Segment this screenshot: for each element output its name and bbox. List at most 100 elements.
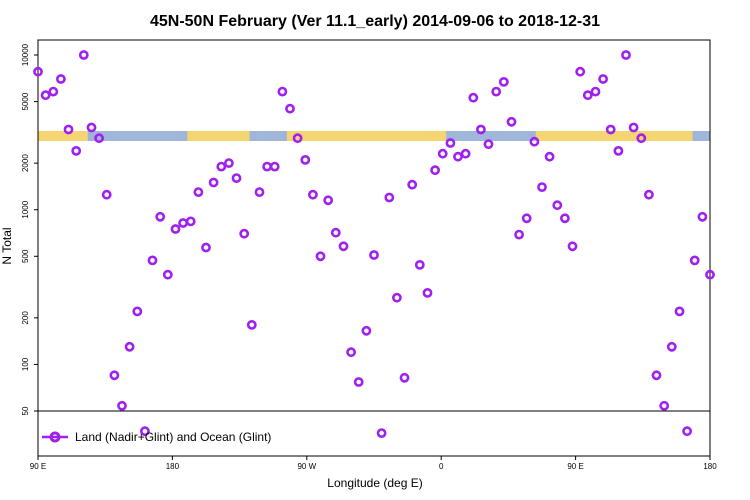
chart-title: 45N-50N February (Ver 11.1_early) 2014-0… bbox=[150, 13, 600, 30]
x-axis: 90 E 180 90 W 0 90 E 180 bbox=[30, 456, 717, 471]
data-point bbox=[78, 50, 89, 60]
data-point bbox=[254, 187, 265, 197]
data-point bbox=[353, 377, 364, 387]
data-point bbox=[277, 86, 288, 97]
data-point bbox=[544, 151, 555, 162]
x-tick-label: 90 E bbox=[30, 462, 46, 471]
data-point bbox=[689, 255, 700, 266]
data-point bbox=[697, 211, 708, 222]
data-point bbox=[40, 90, 51, 101]
data-point bbox=[422, 287, 433, 298]
data-point bbox=[300, 154, 311, 165]
data-point bbox=[636, 133, 647, 144]
y-tick-label: 10000 bbox=[21, 43, 30, 66]
data-point bbox=[575, 66, 586, 77]
data-point bbox=[63, 124, 74, 135]
data-point bbox=[475, 124, 486, 135]
y-tick-label: 2000 bbox=[21, 154, 30, 172]
data-point bbox=[361, 325, 372, 336]
data-point bbox=[101, 189, 112, 200]
data-point bbox=[437, 148, 448, 159]
data-point bbox=[590, 86, 601, 97]
x-tick-label: 0 bbox=[439, 462, 444, 471]
data-point bbox=[659, 400, 670, 411]
data-point bbox=[269, 161, 280, 172]
data-point bbox=[231, 173, 242, 183]
x-axis-label: Longitude (deg E) bbox=[327, 476, 422, 490]
data-point bbox=[621, 50, 631, 60]
y-tick-label: 50 bbox=[21, 406, 30, 415]
data-point bbox=[391, 292, 402, 303]
data-point bbox=[376, 428, 387, 438]
plot-frame bbox=[37, 39, 711, 457]
y-axis-label: N Total bbox=[0, 227, 14, 264]
data-point bbox=[86, 122, 97, 133]
x-tick-label: 180 bbox=[166, 462, 180, 471]
data-point bbox=[338, 241, 349, 252]
data-point bbox=[560, 213, 570, 224]
data-point bbox=[445, 138, 456, 148]
data-point bbox=[109, 370, 120, 381]
series-points bbox=[33, 50, 715, 438]
data-point bbox=[628, 122, 639, 133]
data-point bbox=[201, 242, 211, 253]
data-point bbox=[147, 255, 158, 266]
data-point bbox=[644, 189, 654, 200]
data-point bbox=[330, 227, 341, 238]
data-point bbox=[323, 195, 334, 206]
data-point bbox=[346, 347, 356, 358]
data-point bbox=[666, 341, 677, 352]
data-point bbox=[605, 124, 616, 135]
data-point bbox=[239, 228, 250, 239]
legend-marker-icon bbox=[49, 431, 61, 443]
land-segment bbox=[38, 131, 88, 141]
data-point bbox=[307, 189, 318, 200]
data-point bbox=[506, 116, 517, 127]
data-point bbox=[521, 213, 532, 224]
data-point bbox=[537, 182, 547, 192]
data-point bbox=[705, 269, 715, 280]
data-point bbox=[529, 136, 540, 147]
legend: Land (Nadir+Glint) and Ocean (Glint) bbox=[42, 430, 271, 444]
data-point bbox=[567, 241, 578, 252]
data-point bbox=[162, 269, 173, 280]
y-tick-label: 1000 bbox=[21, 200, 30, 218]
data-point bbox=[185, 216, 196, 227]
data-point bbox=[399, 372, 410, 383]
data-point bbox=[315, 251, 326, 262]
land-segment bbox=[535, 131, 693, 141]
data-point bbox=[598, 74, 608, 84]
data-point bbox=[430, 165, 440, 176]
data-point bbox=[193, 187, 204, 197]
data-point bbox=[178, 218, 188, 228]
data-point bbox=[460, 148, 471, 159]
land-segment bbox=[286, 131, 447, 141]
data-point bbox=[216, 161, 227, 172]
x-tick-label: 180 bbox=[703, 462, 717, 471]
data-point bbox=[155, 211, 166, 222]
data-point bbox=[117, 400, 127, 411]
data-point bbox=[414, 259, 425, 270]
data-point bbox=[483, 139, 494, 150]
data-point bbox=[369, 250, 379, 260]
y-tick-label: 200 bbox=[21, 311, 30, 325]
data-point bbox=[208, 177, 219, 188]
data-point bbox=[262, 161, 272, 172]
data-point bbox=[48, 86, 59, 97]
data-point bbox=[246, 319, 257, 330]
data-point bbox=[582, 90, 593, 101]
data-point bbox=[407, 179, 418, 190]
data-point bbox=[56, 74, 66, 84]
data-point bbox=[682, 426, 692, 437]
data-point bbox=[552, 200, 563, 211]
land-ocean-strip bbox=[38, 131, 710, 141]
x-tick-label: 90 E bbox=[567, 462, 583, 471]
data-point bbox=[33, 66, 43, 77]
data-point bbox=[453, 151, 463, 162]
y-tick-label: 5000 bbox=[21, 92, 30, 110]
data-point bbox=[170, 224, 181, 234]
data-point bbox=[71, 145, 82, 156]
x-tick-label: 90 W bbox=[297, 462, 316, 471]
data-point bbox=[613, 145, 624, 156]
